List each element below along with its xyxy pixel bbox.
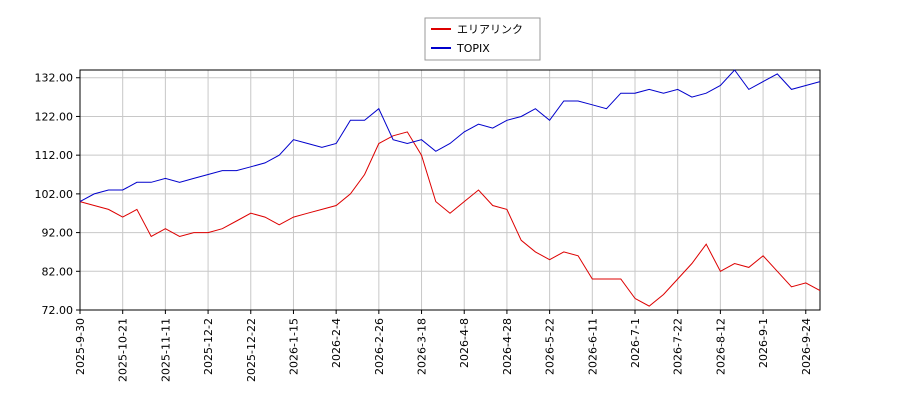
x-tick-label: 2026-3-18: [416, 318, 429, 375]
x-tick-label: 2026-7-1: [629, 318, 642, 368]
y-tick-label: 82.00: [42, 265, 74, 278]
x-tick-label: 2025-11-11: [159, 318, 172, 382]
y-tick-label: 102.00: [35, 188, 74, 201]
x-tick-label: 2026-9-1: [757, 318, 770, 368]
series-line: [79, 131, 821, 307]
legend-label: エリアリンク: [457, 23, 523, 36]
x-tick-label: 2026-9-24: [800, 318, 813, 375]
legend-label: TOPIX: [456, 42, 490, 55]
x-tick-label: 2026-2-4: [330, 318, 343, 368]
x-tick-label: 2026-4-8: [458, 318, 471, 368]
x-tick-label: 2026-7-22: [672, 318, 685, 375]
y-tick-label: 72.00: [42, 304, 74, 317]
legend-box: [424, 17, 541, 61]
x-tick-label: 2026-2-26: [373, 318, 386, 375]
x-tick-label: 2026-1-15: [287, 318, 300, 375]
x-tick-label: 2025-10-21: [117, 318, 130, 382]
x-tick-label: 2026-5-22: [544, 318, 557, 375]
x-tick-label: 2026-6-11: [586, 318, 599, 375]
y-tick-label: 112.00: [35, 149, 74, 162]
x-tick-label: 2025-12-22: [245, 318, 258, 382]
x-tick-label: 2026-4-28: [501, 318, 514, 375]
x-tick-label: 2025-12-2: [202, 318, 215, 375]
plot-frame: [79, 69, 821, 311]
y-tick-label: 132.00: [35, 72, 74, 85]
y-tick-label: 122.00: [35, 110, 74, 123]
x-tick-label: 2025-9-30: [74, 318, 87, 375]
series-line: [79, 69, 821, 203]
x-tick-label: 2026-8-12: [714, 318, 727, 375]
y-tick-label: 92.00: [42, 227, 74, 240]
